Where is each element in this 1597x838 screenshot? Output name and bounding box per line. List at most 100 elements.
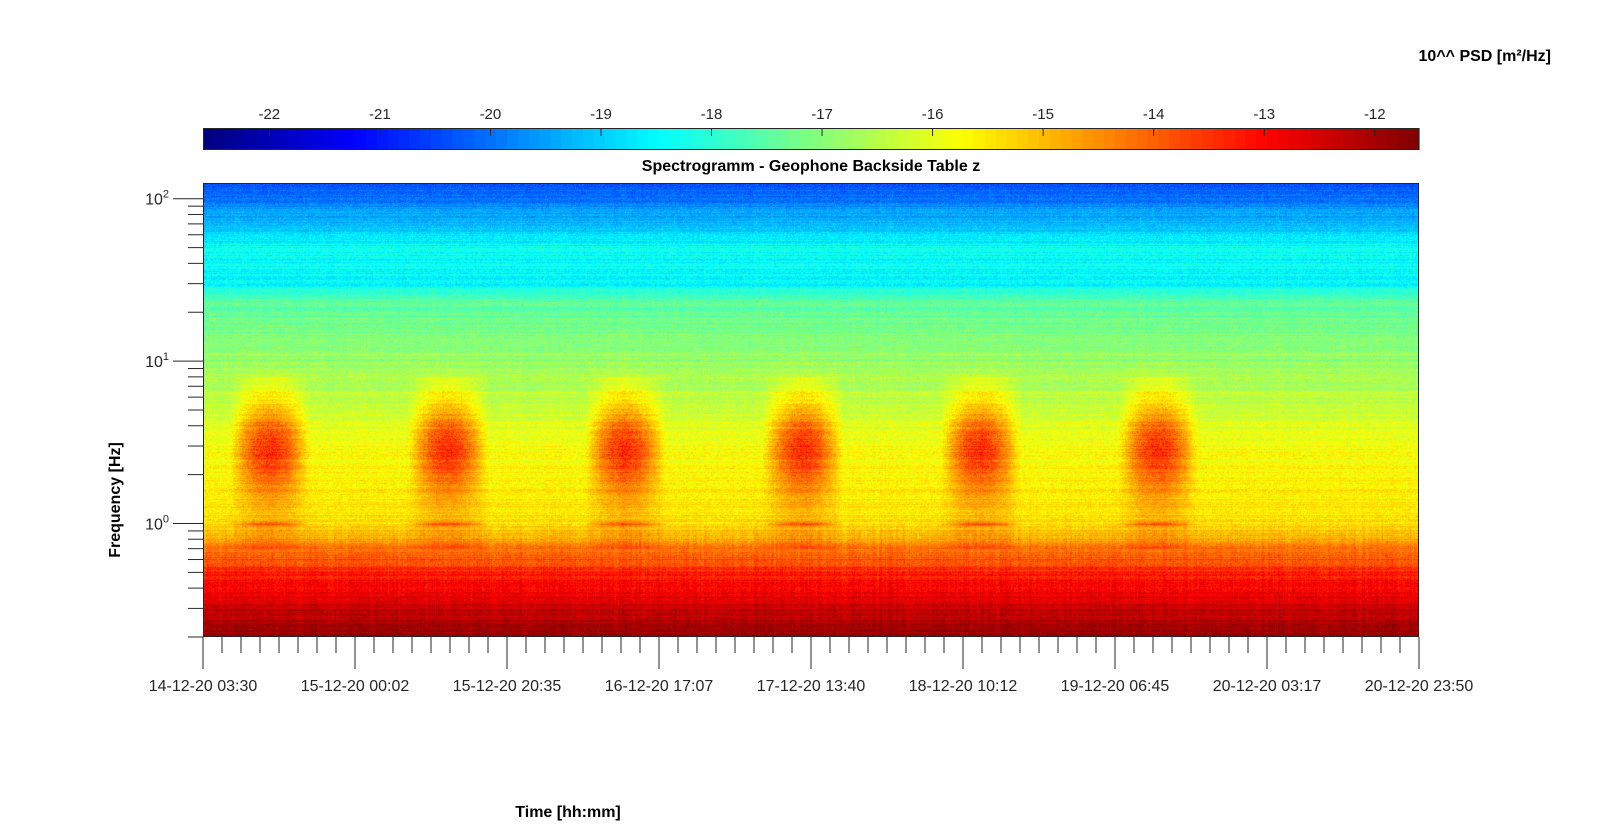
- colorbar-segment: [843, 128, 856, 150]
- y-tick-exponent: 2: [163, 189, 169, 201]
- colorbar-segment: [333, 128, 345, 150]
- colorbar-segment: [452, 128, 465, 150]
- colorbar-segment: [365, 128, 378, 150]
- colorbar-segment: [973, 128, 986, 150]
- colorbar-segment: [1049, 128, 1062, 150]
- colorbar-segment: [1288, 128, 1301, 150]
- colorbar-segment: [1364, 128, 1377, 150]
- colorbar-segment: [431, 128, 443, 150]
- colorbar-segment: [1321, 128, 1333, 150]
- colorbar-segment: [268, 128, 280, 150]
- colorbar-segment: [930, 128, 942, 150]
- colorbar-segment: [1310, 128, 1322, 150]
- colorbar-segment: [539, 128, 552, 150]
- colorbar-segment: [811, 128, 823, 150]
- colorbar-segment: [669, 128, 682, 150]
- colorbar: [203, 128, 1420, 150]
- colorbar-segment: [300, 128, 313, 150]
- colorbar-segment: [1245, 128, 1257, 150]
- colorbar-segment: [572, 128, 584, 150]
- colorbar-segment: [1169, 128, 1181, 150]
- colorbar-segment: [289, 128, 302, 150]
- colorbar-segment: [496, 128, 508, 150]
- colorbar-segment: [1234, 128, 1246, 150]
- colorbar-segment: [1158, 128, 1170, 150]
- x-tick-label: 15-12-20 20:35: [453, 678, 562, 695]
- colorbar-tick-label: -15: [1032, 106, 1054, 123]
- x-tick-label: 19-12-20 06:45: [1061, 678, 1170, 695]
- colorbar-segment: [1299, 128, 1312, 150]
- colorbar-segment: [257, 128, 269, 150]
- colorbar-segment: [952, 128, 964, 150]
- colorbar-segment: [485, 128, 497, 150]
- colorbar-segment: [246, 128, 258, 150]
- colorbar-segment: [203, 128, 215, 150]
- colorbar-segment: [789, 128, 801, 150]
- colorbar-segment: [1060, 128, 1073, 150]
- colorbar-segment: [1104, 128, 1116, 150]
- colorbar-tick-label: -18: [701, 106, 723, 123]
- colorbar-segment: [897, 128, 910, 150]
- colorbar-segment: [1267, 128, 1279, 150]
- y-tick-exponent: 0: [163, 514, 169, 526]
- colorbar-segment: [528, 128, 541, 150]
- colorbar-segment: [311, 128, 324, 150]
- colorbar-segment: [1039, 128, 1051, 150]
- colorbar-segment: [854, 128, 866, 150]
- colorbar-label: 10^^ PSD [m²/Hz]: [1418, 48, 1551, 65]
- colorbar-segment: [1125, 128, 1138, 150]
- x-tick-label: 16-12-20 17:07: [605, 678, 714, 695]
- colorbar-segment: [1256, 128, 1268, 150]
- colorbar-segment: [1071, 128, 1084, 150]
- colorbar-segment: [995, 128, 1008, 150]
- x-tick-label: 14-12-20 03:30: [149, 678, 258, 695]
- colorbar-segment: [1028, 128, 1040, 150]
- colorbar-segment: [474, 128, 486, 150]
- colorbar-segment: [1093, 128, 1105, 150]
- colorbar-segment: [1343, 128, 1355, 150]
- colorbar-segment: [279, 128, 291, 150]
- y-tick-base: 10: [145, 354, 163, 371]
- colorbar-segment: [1115, 128, 1127, 150]
- colorbar-segment: [1277, 128, 1290, 150]
- colorbar-segment: [604, 128, 617, 150]
- colorbar-segment: [322, 128, 334, 150]
- colorbar-tick-label: -13: [1253, 106, 1275, 123]
- colorbar-segment: [376, 128, 389, 150]
- colorbar-segment: [626, 128, 638, 150]
- colorbar-segment: [648, 128, 660, 150]
- colorbar-segment: [507, 128, 519, 150]
- x-tick-label: 18-12-20 10:12: [909, 678, 1018, 695]
- spectrogram-heatmap: [203, 183, 1419, 637]
- y-tick-label: 102: [145, 189, 169, 209]
- colorbar-segment: [735, 128, 747, 150]
- x-tick-label: 20-12-20 03:17: [1213, 678, 1322, 695]
- colorbar-segment: [344, 128, 356, 150]
- colorbar-segment: [821, 128, 834, 150]
- colorbar-segment: [1408, 128, 1420, 150]
- colorbar-tick-label: -21: [369, 106, 391, 123]
- y-tick-label: 100: [145, 514, 169, 534]
- y-axis-label: Frequency [Hz]: [107, 442, 124, 558]
- spectrogram-plot-area: [203, 183, 1419, 637]
- colorbar-segment: [583, 128, 595, 150]
- colorbar-segment: [1332, 128, 1344, 150]
- y-tick-base: 10: [145, 192, 163, 209]
- x-tick-label: 15-12-20 00:02: [301, 678, 410, 695]
- colorbar-segment: [1386, 128, 1398, 150]
- colorbar-segment: [767, 128, 780, 150]
- colorbar-segment: [1201, 128, 1214, 150]
- colorbar-segment: [224, 128, 237, 150]
- colorbar-segment: [1147, 128, 1160, 150]
- colorbar-segment: [550, 128, 562, 150]
- colorbar-segment: [919, 128, 932, 150]
- colorbar-segment: [1017, 128, 1029, 150]
- colorbar-segment: [724, 128, 736, 150]
- plot-frame: [203, 183, 1419, 637]
- colorbar-segment: [1375, 128, 1388, 150]
- colorbar-tick-label: -12: [1364, 106, 1386, 123]
- colorbar-tick-label: -22: [258, 106, 280, 123]
- colorbar-segment: [517, 128, 530, 150]
